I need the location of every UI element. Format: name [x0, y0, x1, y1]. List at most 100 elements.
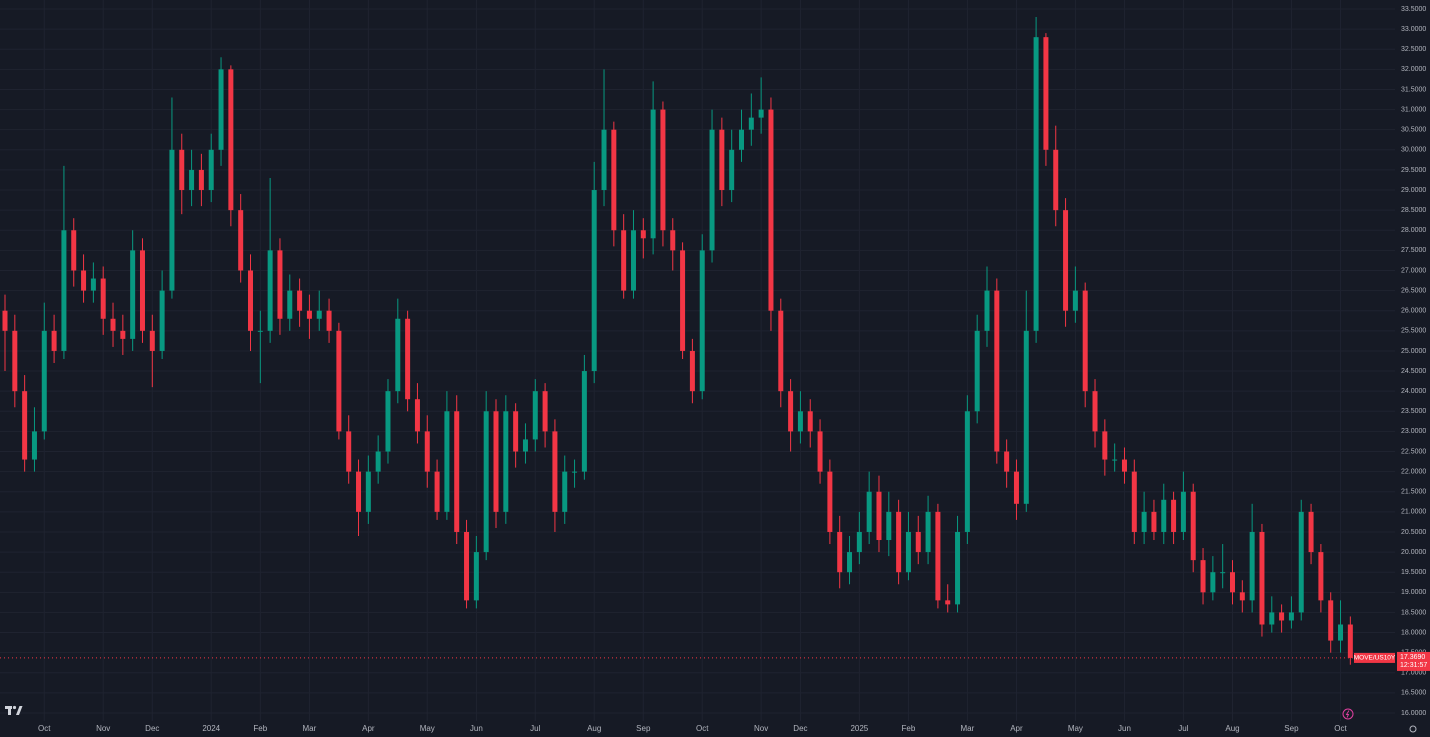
candle-body	[267, 250, 273, 331]
x-tick-label: Oct	[1334, 724, 1347, 733]
x-tick-label: Mar	[303, 724, 317, 733]
candle-body	[719, 129, 725, 191]
x-tick-label: May	[420, 724, 435, 733]
candle-body	[1269, 612, 1275, 625]
candle-body	[208, 149, 214, 191]
x-tick-label: Dec	[793, 724, 807, 733]
candle-body	[758, 109, 764, 118]
candle-body	[395, 318, 401, 392]
candle-body	[297, 290, 303, 311]
candle-body	[935, 511, 941, 601]
y-tick-label: 18.0000	[1401, 629, 1426, 636]
candle-body	[660, 109, 666, 231]
candle-body	[1288, 612, 1294, 621]
y-tick-label: 29.5000	[1401, 167, 1426, 174]
candle-body	[621, 230, 627, 291]
y-tick-label: 24.0000	[1401, 388, 1426, 395]
candle-body	[198, 169, 204, 191]
candle-body	[238, 210, 244, 271]
candle-body	[346, 431, 352, 472]
candle-body	[611, 129, 617, 231]
candle-body	[542, 391, 548, 432]
candle-body	[1072, 290, 1078, 311]
candle-body	[1279, 612, 1285, 621]
candle-body	[336, 330, 342, 432]
candle-body	[1230, 572, 1235, 593]
candle-body	[61, 230, 67, 351]
y-tick-label: 26.0000	[1401, 308, 1426, 315]
x-tick-label: Jun	[470, 724, 483, 733]
candle-body	[856, 531, 862, 553]
candle-body	[1121, 459, 1127, 472]
x-tick-label: Jul	[1178, 724, 1188, 733]
candle-body	[1180, 491, 1186, 532]
candle-body	[81, 270, 87, 291]
candle-body	[572, 471, 578, 473]
x-tick-label: Aug	[1225, 724, 1239, 733]
candle-body	[581, 371, 587, 472]
candle-body	[729, 149, 735, 191]
symbol-label: MOVE/US10Y	[1354, 655, 1396, 662]
candle-body	[915, 531, 921, 553]
candle-body	[287, 290, 293, 319]
candle-body	[2, 310, 8, 331]
candle-body	[454, 411, 460, 532]
y-tick-label: 16.5000	[1401, 690, 1426, 697]
candle-body	[149, 330, 155, 351]
candle-body	[699, 250, 705, 392]
x-tick-label: Oct	[696, 724, 709, 733]
candle-body	[503, 411, 509, 512]
candle-body	[356, 471, 362, 512]
settings-icon[interactable]	[1409, 725, 1417, 733]
candle-body	[1131, 471, 1137, 532]
candle-body	[994, 290, 1000, 452]
alert-icon[interactable]	[1342, 708, 1354, 720]
countdown-label: 12:31:57	[1400, 662, 1427, 669]
candle-body	[1112, 459, 1118, 461]
candle-body	[90, 278, 96, 291]
candle-body	[444, 411, 450, 512]
candle-body	[1210, 572, 1216, 593]
candle-body	[1161, 499, 1167, 532]
candle-body	[650, 109, 656, 239]
candle-body	[385, 391, 391, 452]
candle-body	[522, 439, 528, 452]
candle-body	[630, 230, 636, 291]
candle-body	[1092, 391, 1098, 432]
candle-body	[31, 431, 37, 460]
candle-body	[680, 250, 686, 351]
candle-body	[1082, 290, 1088, 392]
y-tick-label: 31.5000	[1401, 86, 1426, 93]
y-tick-label: 22.0000	[1401, 468, 1426, 475]
tv-logo	[5, 705, 23, 715]
x-tick-label: Jun	[1118, 724, 1131, 733]
candle-body	[601, 129, 607, 191]
candle-body	[414, 399, 420, 432]
y-tick-label: 23.0000	[1401, 428, 1426, 435]
candle-body	[945, 600, 951, 605]
candle-body	[1328, 600, 1334, 641]
candle-body	[1043, 37, 1049, 150]
candle-body	[876, 491, 882, 541]
candle-body	[837, 531, 843, 573]
x-tick-label: Apr	[1010, 724, 1023, 733]
candle-body	[130, 250, 136, 339]
candle-body	[748, 117, 754, 130]
x-tick-label: Feb	[253, 724, 267, 733]
candle-body	[189, 169, 195, 191]
candle-body	[1004, 451, 1010, 472]
y-tick-label: 20.5000	[1401, 529, 1426, 536]
y-tick-label: 29.0000	[1401, 187, 1426, 194]
y-tick-label: 33.5000	[1401, 6, 1426, 13]
y-tick-label: 21.5000	[1401, 489, 1426, 496]
price-tag-label: 17.3690	[1400, 654, 1425, 661]
candle-body	[248, 270, 253, 331]
candle-body	[797, 411, 803, 432]
candle-body	[1220, 572, 1226, 574]
candle-body	[365, 471, 371, 512]
candle-body	[1298, 511, 1304, 613]
x-tick-label: May	[1068, 724, 1083, 733]
y-tick-label: 28.5000	[1401, 207, 1426, 214]
